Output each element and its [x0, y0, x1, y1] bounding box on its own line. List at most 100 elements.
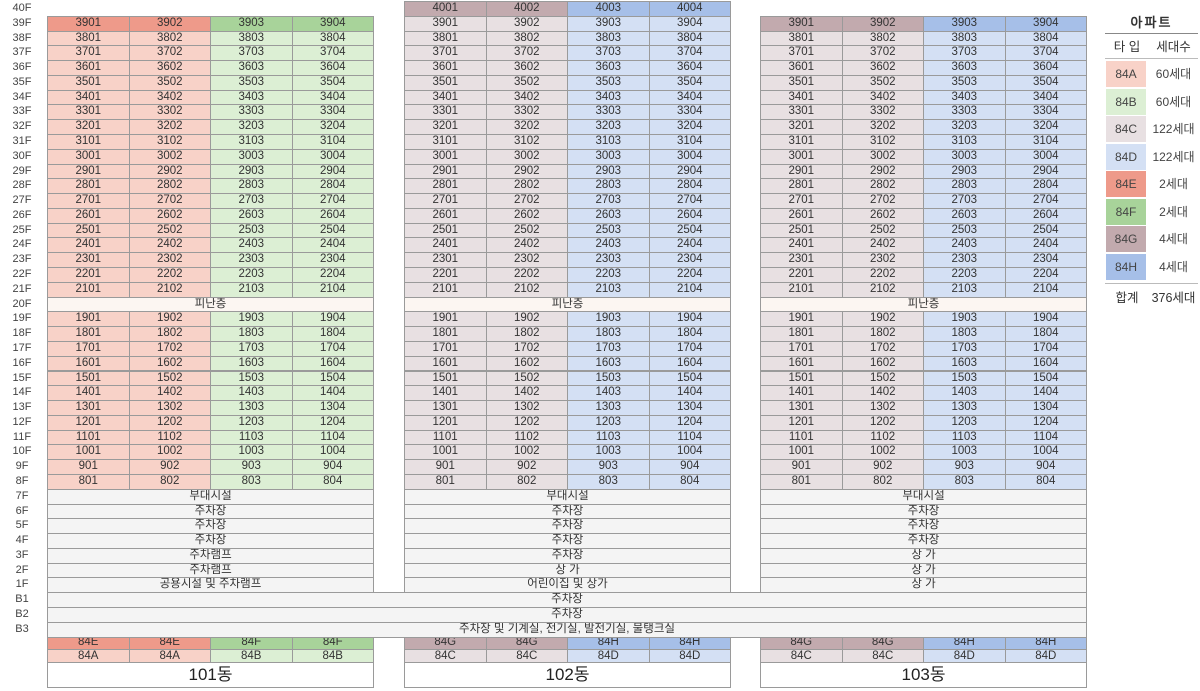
basement-band: 주차장	[47, 592, 1087, 608]
unit-cell: 3404	[291, 89, 374, 106]
unit-cell: 3402	[128, 89, 211, 106]
facility-band: 주차램프	[47, 547, 374, 564]
unit-cell: 1504	[291, 370, 374, 387]
unit-cell: 2503	[923, 222, 1006, 239]
floor-label: B1	[15, 593, 29, 606]
floor-label: 16F	[12, 356, 32, 369]
unit-cell: 1204	[1004, 414, 1087, 431]
unit-cell: 2101	[47, 281, 130, 298]
facility-band: 주차장	[760, 518, 1087, 535]
unit-cell: 3703	[567, 45, 650, 62]
unit-cell: 3104	[1004, 134, 1087, 150]
floor-label: 31F	[12, 135, 32, 148]
unit-cell: 2903	[567, 163, 650, 180]
floor-label: 8F	[15, 474, 29, 487]
unit-cell: 1502	[841, 370, 924, 387]
unit-cell: 903	[567, 459, 650, 475]
unit-cell: 1103	[567, 429, 650, 446]
unit-cell: 2301	[404, 252, 487, 269]
unit-cell: 2504	[648, 222, 731, 239]
legend-item-row: 84G 4세대	[1105, 226, 1198, 253]
unit-cell: 2403	[923, 237, 1006, 254]
unit-cell: 2401	[760, 237, 843, 254]
unit-cell: 1003	[923, 444, 1006, 461]
unit-cell: 1403	[923, 385, 1006, 402]
unit-cell: 2103	[923, 281, 1006, 298]
facility-band: 주차장	[404, 533, 731, 549]
basement-band: 주차장	[47, 606, 1087, 623]
legend-count: 60세대	[1155, 67, 1192, 81]
unit-cell: 1704	[1004, 340, 1087, 357]
unit-cell: 2404	[648, 237, 731, 254]
basement-band: 주차장 및 기계실, 전기실, 발전기실, 물탱크실	[47, 621, 1087, 638]
unit-cell: 3204	[1004, 119, 1087, 135]
unit-cell: 3504	[1004, 74, 1087, 91]
unit-cell: 1402	[485, 385, 568, 402]
unit-cell: 2603	[567, 207, 650, 224]
unit-cell: 2603	[210, 207, 293, 224]
floor-label: 27F	[12, 194, 32, 207]
building-name: 103동	[760, 662, 1087, 688]
unit-cell: 1602	[841, 355, 924, 372]
legend-count: 122세대	[1152, 122, 1195, 136]
unit-cell: 2902	[128, 163, 211, 180]
floor-label: 28F	[12, 179, 32, 192]
unit-cell: 2802	[128, 178, 211, 195]
facility-band: 부대시설	[47, 488, 374, 505]
unit-cell: 3401	[760, 89, 843, 106]
unit-cell: 3904	[291, 15, 374, 32]
unit-cell: 1103	[210, 429, 293, 446]
legend-item-row: 84B 60세대	[1105, 88, 1198, 116]
unit-cell: 1004	[291, 444, 374, 461]
unit-cell: 1104	[648, 429, 731, 446]
unit-cell: 1304	[648, 400, 731, 416]
unit-cell: 1804	[648, 326, 731, 342]
unit-cell: 1504	[1004, 370, 1087, 387]
unit-cell: 1401	[760, 385, 843, 402]
unit-cell: 2501	[760, 222, 843, 239]
unit-cell: 2702	[841, 193, 924, 209]
unit-cell: 3301	[404, 104, 487, 121]
unit-cell: 1601	[760, 355, 843, 372]
unit-cell: 2404	[1004, 237, 1087, 254]
legend-total-row: 합계 376세대	[1105, 283, 1198, 311]
unit-cell: 2701	[404, 193, 487, 209]
unit-cell: 904	[1004, 459, 1087, 475]
unit-cell: 1602	[485, 355, 568, 372]
facility-band: 주차장	[47, 518, 374, 535]
unit-cell: 2604	[291, 207, 374, 224]
unit-cell: 3601	[47, 60, 130, 76]
unit-cell: 1503	[567, 370, 650, 387]
unit-cell: 1703	[567, 340, 650, 357]
unit-cell: 1804	[291, 326, 374, 342]
unit-cell: 1303	[210, 400, 293, 416]
unit-cell: 2104	[291, 281, 374, 298]
unit-cell: 3702	[128, 45, 211, 62]
unit-cell: 3802	[841, 30, 924, 47]
unit-cell: 2504	[291, 222, 374, 239]
legend-count: 60세대	[1155, 94, 1192, 109]
unit-cell: 1901	[760, 311, 843, 328]
unit-cell: 2903	[923, 163, 1006, 180]
unit-cell: 1903	[210, 311, 293, 328]
floor-label: 6F	[15, 504, 29, 517]
floor-label: 33F	[12, 105, 32, 118]
legend-type-swatch: 84C	[1106, 116, 1146, 142]
unit-cell: 1603	[210, 355, 293, 372]
refuge-floor-band: 피난층	[47, 296, 374, 313]
unit-cell: 1803	[923, 326, 1006, 342]
unit-cell: 2904	[648, 163, 731, 180]
unit-cell: 3202	[841, 119, 924, 135]
unit-cell: 1501	[404, 370, 487, 387]
unit-cell: 3703	[923, 45, 1006, 62]
unit-cell: 1202	[485, 414, 568, 431]
unit-cell: 3504	[291, 74, 374, 91]
unit-cell: 1004	[648, 444, 731, 461]
unit-cell: 1902	[485, 311, 568, 328]
unit-cell: 3203	[567, 119, 650, 135]
unit-cell: 904	[291, 459, 374, 475]
legend-total-count: 376세대	[1151, 291, 1196, 305]
unit-cell: 1801	[404, 326, 487, 342]
unit-cell: 1702	[128, 340, 211, 357]
unit-cell: 1204	[291, 414, 374, 431]
